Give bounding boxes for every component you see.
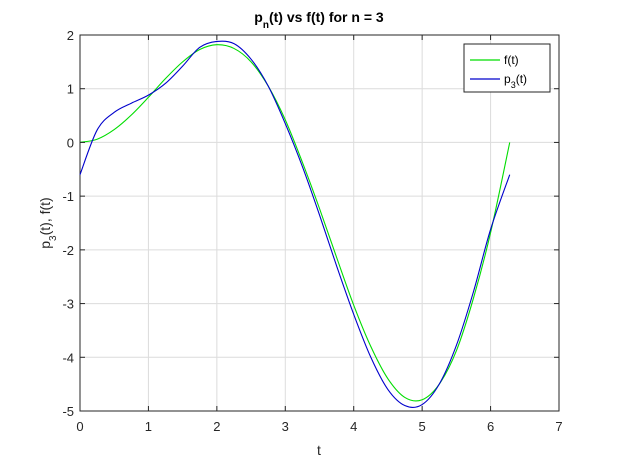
y-tick-label: -4 [62, 350, 74, 365]
legend-label-f: f(t) [504, 53, 519, 67]
x-tick-label: 6 [487, 419, 494, 434]
y-tick-label: 1 [67, 82, 74, 97]
chart-title: pn(t) vs f(t) for n = 3 [254, 9, 384, 31]
y-tick-label: -3 [62, 297, 74, 312]
x-tick-label: 3 [282, 419, 289, 434]
series-layer [79, 40, 511, 408]
y-tick-label: 0 [67, 135, 74, 150]
x-axis-label: t [317, 442, 321, 458]
axis-ticks: 0 1 2 3 4 5 6 7 2 1 0 -1 -2 -3 -4 -5 [62, 28, 562, 434]
y-tick-label: 2 [67, 28, 74, 43]
plot-area-border [79, 34, 560, 412]
y-tick-label: -1 [62, 189, 74, 204]
x-tick-label: 1 [145, 419, 152, 434]
y-axis-label: p3(t), f(t) [37, 197, 59, 248]
x-tick-label: 5 [419, 419, 426, 434]
x-tick-label: 0 [76, 419, 83, 434]
legend-label-p: p3(t) [504, 72, 527, 90]
legend-box [463, 43, 551, 93]
legend: f(t) p3(t) [463, 43, 551, 93]
x-tick-label: 2 [213, 419, 220, 434]
y-tick-label: -2 [62, 243, 74, 258]
y-tick-label: -5 [62, 404, 74, 419]
x-tick-label: 7 [555, 419, 562, 434]
series-line-p3 [79, 40, 511, 408]
x-tick-label: 4 [350, 419, 357, 434]
